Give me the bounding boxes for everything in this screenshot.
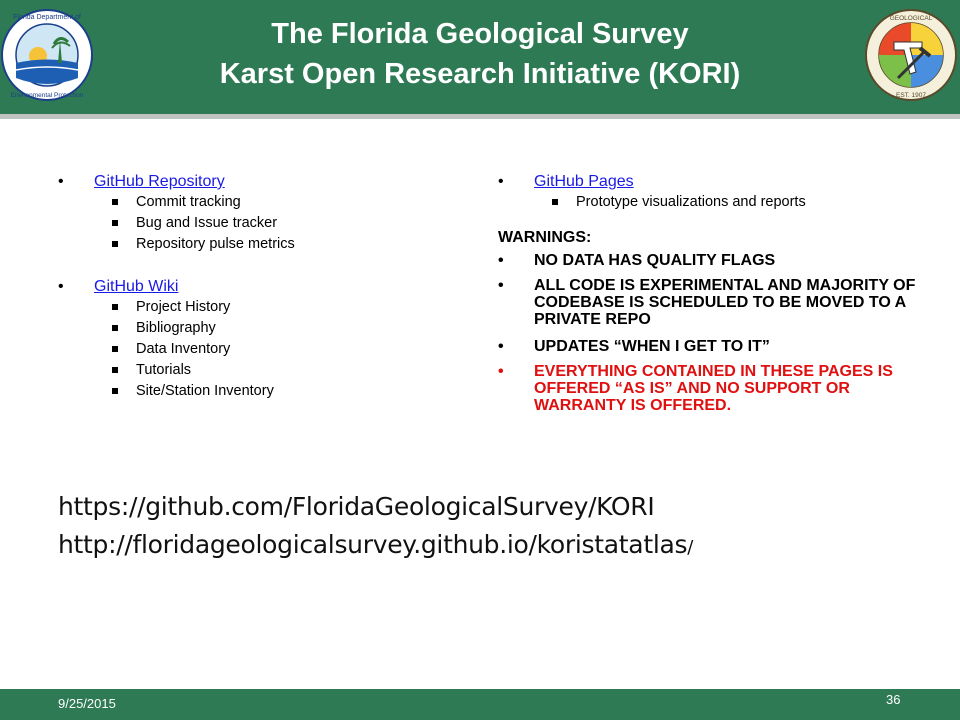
svg-text:Environmental Protection: Environmental Protection [11, 92, 84, 99]
url-block: https://github.com/FloridaGeologicalSurv… [58, 488, 693, 567]
slide-title-line1: The Florida Geological Survey [271, 18, 689, 50]
sub-item: Tutorials [58, 360, 458, 381]
warning-item: NO DATA HAS QUALITY FLAGS [498, 252, 918, 269]
warning-item: UPDATES “WHEN I GET TO IT” [498, 338, 918, 355]
svg-text:GEOLOGICAL: GEOLOGICAL [890, 15, 933, 22]
page-number: 36 [886, 692, 901, 707]
sub-item: Repository pulse metrics [58, 234, 458, 255]
repo-url[interactable]: https://github.com/FloridaGeologicalSurv… [58, 492, 655, 521]
header-band [0, 0, 960, 114]
pages-url[interactable]: http://floridageologicalsurvey.github.io… [58, 526, 693, 567]
sub-item: Commit tracking [58, 192, 458, 213]
slide-title-line2: Karst Open Research Initiative (KORI) [219, 58, 741, 90]
left-column: GitHub Repository Commit tracking Bug an… [58, 171, 458, 402]
warning-item: ALL CODE IS EXPERIMENTAL AND MAJORITY OF… [498, 277, 918, 328]
fdep-logo-icon: Florida Department of Environmental Prot… [0, 8, 94, 102]
sub-item: Project History [58, 297, 458, 318]
header-divider [0, 114, 960, 119]
fgs-seal-icon: GEOLOGICAL EST. 1907 [864, 8, 958, 102]
pages-url-text: http://floridageologicalsurvey.github.io… [58, 530, 688, 559]
github-pages-link[interactable]: GitHub Pages [534, 173, 634, 190]
sub-item: Bug and Issue tracker [58, 213, 458, 234]
warning-item-red: EVERYTHING CONTAINED IN THESE PAGES IS O… [498, 363, 918, 414]
sub-item: Bibliography [58, 318, 458, 339]
sub-item: Site/Station Inventory [58, 381, 458, 402]
warnings-heading: WARNINGS: [498, 229, 592, 246]
github-repository-link[interactable]: GitHub Repository [94, 173, 225, 190]
github-wiki-link[interactable]: GitHub Wiki [94, 278, 179, 295]
list-item: GitHub Repository [58, 171, 458, 192]
sub-item: Data Inventory [58, 339, 458, 360]
sub-item: Prototype visualizations and reports [498, 192, 918, 213]
list-item: GitHub Pages [498, 171, 918, 192]
svg-text:Florida Department of: Florida Department of [13, 14, 81, 21]
list-item: GitHub Wiki [58, 276, 458, 297]
footer-band [0, 689, 960, 720]
right-column: GitHub Pages Prototype visualizations an… [498, 171, 918, 414]
footer-date: 9/25/2015 [58, 696, 116, 711]
pages-url-suffix: / [687, 537, 693, 558]
svg-text:EST. 1907: EST. 1907 [896, 92, 926, 99]
